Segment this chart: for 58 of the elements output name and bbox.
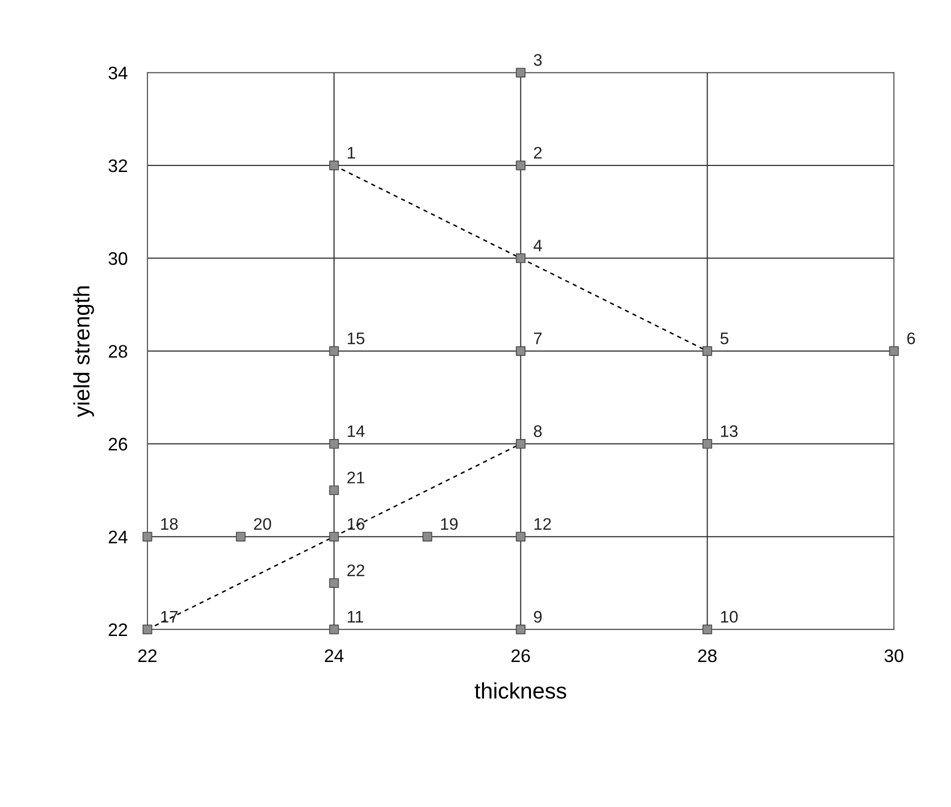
y-tick-label: 26 [108,438,128,451]
point [889,346,899,356]
y-axis-title: yield strength [73,286,94,418]
x-axis-title: thickness [474,682,566,699]
annotation: 2 [534,146,542,158]
point [516,439,526,449]
annotation: 7 [534,332,542,344]
y-tick-label: 24 [108,530,128,544]
annotation: 5 [720,332,728,344]
y-tick-label: 28 [108,344,128,358]
annotation: 19 [441,518,458,530]
annotation: 12 [534,518,551,530]
annotation: 10 [721,610,738,623]
annotation: 18 [161,518,178,530]
x-tick-label: 24 [324,649,344,662]
point [516,346,526,356]
annotation: 13 [721,425,738,438]
point [329,532,339,542]
annotation: 17 [161,611,178,623]
point [516,624,526,634]
annotation: 9 [534,610,542,623]
x-tick-label: 26 [512,649,530,662]
point [329,160,339,170]
y-tick-label: 34 [108,66,128,80]
point [702,346,712,356]
annotation: 16 [348,518,364,530]
x-tick-label: 22 [138,649,157,662]
point [142,624,152,634]
annotation: 1 [348,147,355,158]
point [702,624,712,634]
point [329,346,339,356]
point [236,532,246,542]
point [329,485,339,496]
y-tick-label: 30 [108,252,128,265]
point [142,532,152,542]
x-tick-label: 28 [698,649,717,662]
annotation: 20 [254,518,272,530]
point [329,578,339,588]
point [329,624,339,634]
x-tick-label: 30 [884,649,904,662]
annotation: 3 [534,54,542,66]
point [422,532,432,542]
point [516,532,526,542]
y-tick-label: 32 [108,159,128,172]
annotation: 21 [347,472,364,484]
annotation: 4 [534,240,542,252]
annotation: 11 [348,611,364,623]
point [516,160,526,170]
point [329,439,339,449]
point [702,439,712,449]
annotation: 6 [907,332,915,344]
annotation: 15 [348,332,364,344]
annotation: 8 [534,425,542,438]
annotation: 14 [348,425,365,437]
annotation: 22 [347,564,364,576]
point [516,68,526,78]
y-tick-label: 22 [108,623,128,636]
point [516,253,526,264]
